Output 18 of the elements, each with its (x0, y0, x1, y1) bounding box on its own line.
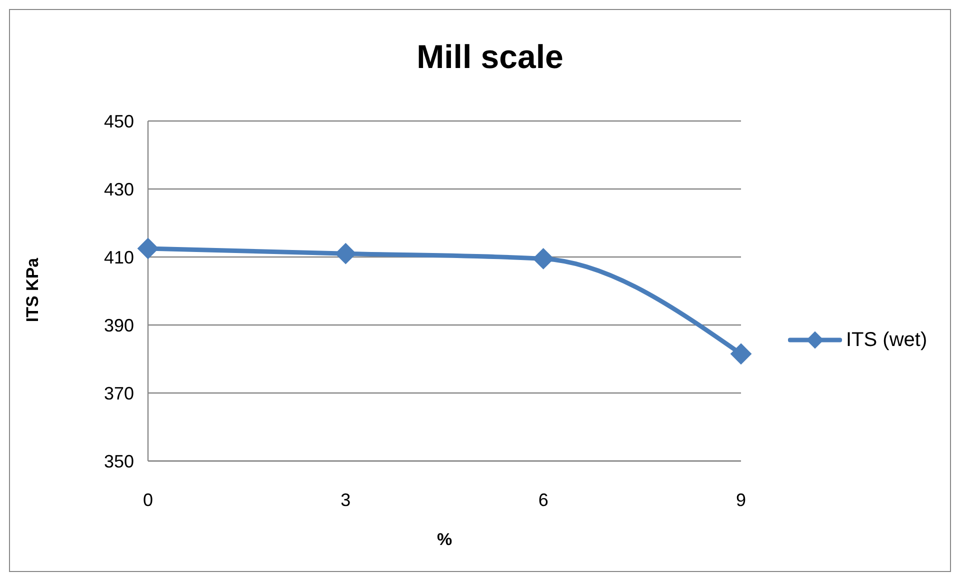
legend-label: ITS (wet) (846, 328, 928, 352)
point (730, 343, 752, 364)
y-tick-label: 410 (104, 247, 134, 268)
y-tick-label: 370 (104, 383, 134, 404)
point (138, 238, 158, 259)
x-tick-label: 6 (538, 490, 548, 510)
y-tick-label: 350 (104, 451, 134, 472)
y-tick-label: 390 (104, 315, 134, 336)
chart-title: Mill scale (416, 38, 564, 76)
y-tick-label: 430 (104, 179, 134, 200)
x-tick-label: 3 (340, 490, 351, 510)
x-tick-label: 9 (736, 490, 746, 510)
x-tick-label: 0 (142, 490, 154, 510)
point (532, 248, 554, 270)
x-axis-title: % (436, 530, 454, 550)
point (335, 243, 356, 264)
y-tick-label: 450 (104, 111, 134, 132)
y-axis-title: ITS KPa (23, 256, 43, 324)
